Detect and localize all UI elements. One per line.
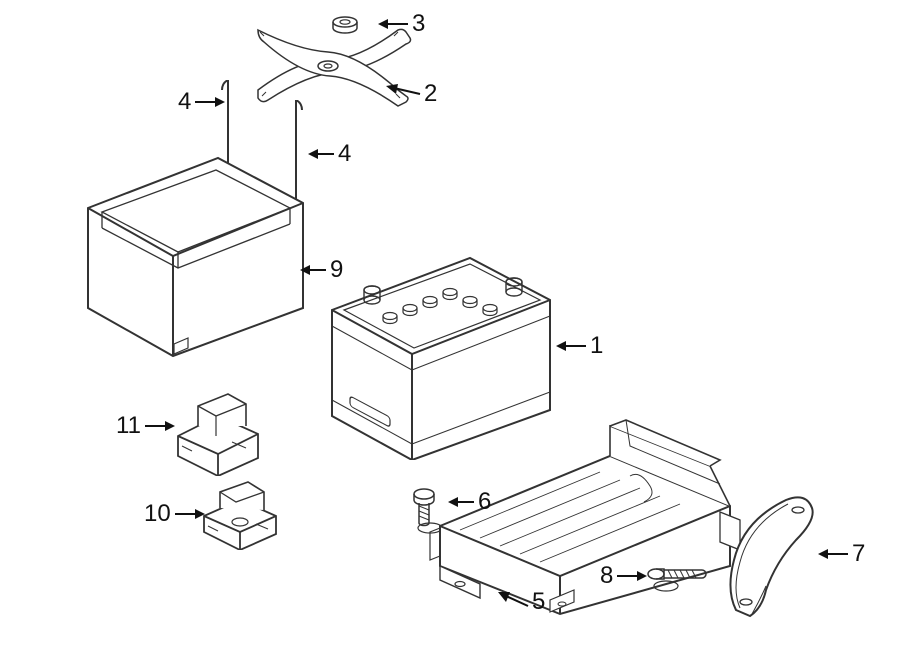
callout-5: 5 [498, 588, 545, 616]
callout-9: 9 [300, 256, 343, 284]
callout-label: 10 [144, 500, 171, 528]
terminal-block-lower [196, 480, 286, 550]
callout-label: 8 [600, 562, 613, 590]
callout-label: 6 [478, 488, 491, 516]
callout-1: 1 [556, 332, 603, 360]
callout-label: 7 [852, 540, 865, 568]
callout-8: 8 [600, 562, 647, 590]
callout-4-right: 4 [308, 140, 351, 168]
callout-11: 11 [116, 412, 175, 440]
callout-3: 3 [378, 10, 425, 38]
diagram-stage: 3 2 4 4 9 1 6 5 8 7 [0, 0, 900, 662]
callout-2: 2 [386, 80, 437, 108]
callout-label: 1 [590, 332, 603, 360]
callout-10: 10 [144, 500, 205, 528]
callout-label: 2 [424, 80, 437, 108]
tray-bracket [716, 490, 826, 630]
callout-label: 3 [412, 10, 425, 38]
callout-label: 4 [338, 140, 351, 168]
battery-cover [78, 148, 308, 358]
callout-7: 7 [818, 540, 865, 568]
callout-6: 6 [448, 488, 491, 516]
bolt-long [644, 556, 714, 596]
callout-label: 11 [116, 412, 141, 440]
callout-label: 4 [178, 88, 191, 116]
callout-4-left: 4 [178, 88, 225, 116]
callout-label: 9 [330, 256, 343, 284]
terminal-cover [168, 386, 268, 476]
callout-label: 5 [532, 588, 545, 616]
